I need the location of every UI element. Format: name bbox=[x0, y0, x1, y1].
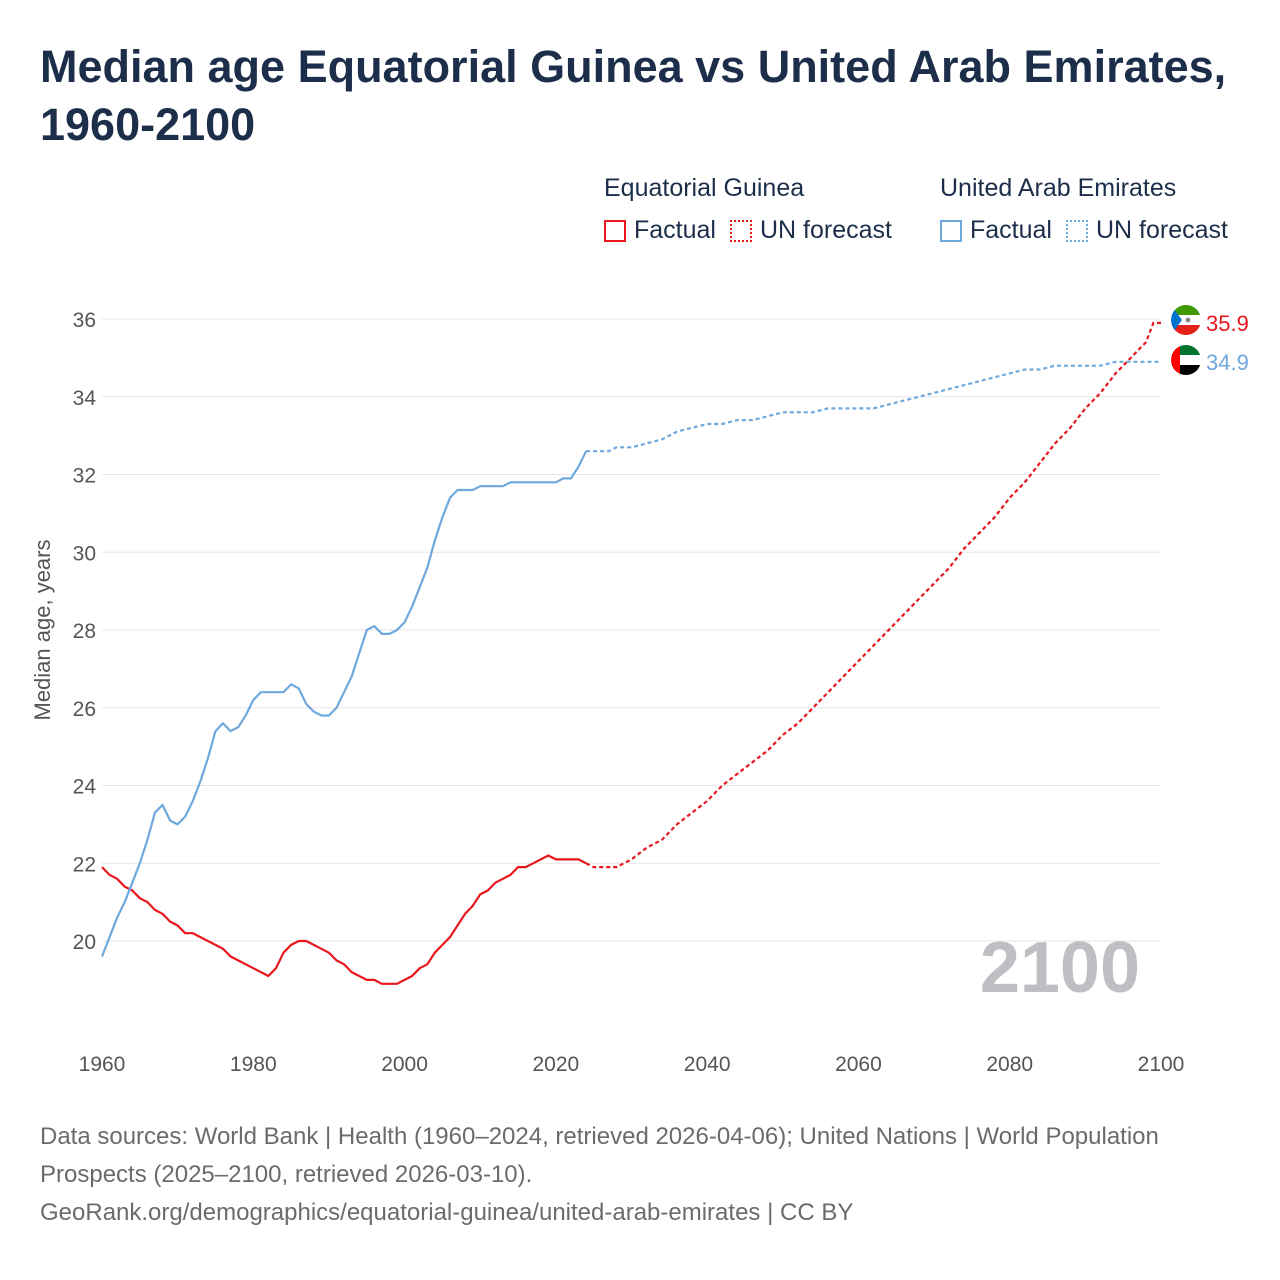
legend-item-eq-forecast[interactable]: UN forecast bbox=[729, 216, 892, 245]
x-tick-label: 2060 bbox=[835, 1053, 882, 1076]
legend-group-equatorial-guinea: Equatorial Guinea Factual UN forecast bbox=[604, 174, 906, 245]
legend-item-eq-factual[interactable]: Factual bbox=[604, 216, 716, 245]
legend-label: UN forecast bbox=[759, 216, 892, 244]
legend-swatch-dotted bbox=[729, 219, 752, 242]
legend-item-uae-factual[interactable]: Factual bbox=[940, 216, 1052, 245]
legend-label: Factual bbox=[634, 216, 716, 244]
grid-lines bbox=[102, 318, 1161, 942]
series-line-united-arab-emirates-factual[interactable] bbox=[100, 450, 588, 957]
x-tick-label: 1980 bbox=[230, 1053, 277, 1076]
legend-swatch-solid bbox=[604, 219, 626, 242]
line-chart: 20 22 24 26 28 30 32 34 36 1960 1980 2000 2020 2040 2… bbox=[30, 305, 1249, 1076]
y-tick-label: 32 bbox=[73, 465, 96, 488]
y-tick-label: 22 bbox=[73, 853, 96, 876]
y-tick-label: 28 bbox=[73, 620, 96, 643]
series-layer: 35.9 34.9 bbox=[100, 311, 1249, 985]
y-tick-label: 26 bbox=[73, 698, 96, 721]
x-tick-label: 2020 bbox=[532, 1053, 579, 1076]
y-tick-label: 20 bbox=[73, 931, 96, 954]
source-line: Data sources: World Bank | Health (1960–… bbox=[40, 1123, 1159, 1188]
legend-group-united-arab-emirates: United Arab Emirates Factual UN forecast bbox=[940, 174, 1242, 245]
legend-label: UN forecast bbox=[1095, 216, 1228, 244]
x-tick-label: 1960 bbox=[79, 1053, 126, 1076]
y-tick-label: 30 bbox=[73, 542, 96, 565]
y-axis-label: Median age, years bbox=[30, 540, 55, 721]
y-tick-label: 24 bbox=[73, 776, 97, 799]
flag-equatorial-guinea-icon bbox=[1171, 305, 1201, 335]
legend-swatch-dotted bbox=[1065, 219, 1088, 242]
chart-title: Median age Equatorial Guinea vs United A… bbox=[40, 41, 1227, 150]
source-url[interactable]: GeoRank.org/demographics/equatorial-guin… bbox=[40, 1199, 854, 1226]
x-tick-label: 2080 bbox=[986, 1053, 1033, 1076]
source-note: Data sources: World Bank | Health (1960–… bbox=[40, 1118, 1240, 1232]
legend-label: Factual bbox=[970, 216, 1052, 244]
legend-item-uae-forecast[interactable]: UN forecast bbox=[1065, 216, 1228, 245]
legend-group-title: United Arab Emirates bbox=[940, 174, 1177, 202]
series-line-equatorial-guinea-factual[interactable] bbox=[101, 854, 587, 985]
x-tick-label: 2100 bbox=[1138, 1053, 1185, 1076]
y-tick-label: 34 bbox=[73, 387, 97, 410]
series-line-united-arab-emirates-forecast[interactable] bbox=[586, 360, 1161, 453]
year-watermark: 2100 bbox=[980, 928, 1140, 1008]
flag-united-arab-emirates-icon bbox=[1171, 345, 1201, 375]
y-axis-ticks: 20 22 24 26 28 30 32 34 36 bbox=[73, 309, 97, 954]
end-value-label-united-arab-emirates: 34.9 bbox=[1206, 350, 1249, 375]
x-tick-label: 2000 bbox=[381, 1053, 428, 1076]
legend-group-title: Equatorial Guinea bbox=[604, 174, 805, 202]
legend-swatch-solid bbox=[940, 219, 962, 242]
end-value-label-equatorial-guinea: 35.9 bbox=[1206, 311, 1249, 336]
x-axis-ticks: 1960 1980 2000 2020 2040 2060 2080 2100 bbox=[79, 1053, 1185, 1076]
y-tick-label: 36 bbox=[73, 309, 96, 332]
x-tick-label: 2040 bbox=[684, 1053, 731, 1076]
